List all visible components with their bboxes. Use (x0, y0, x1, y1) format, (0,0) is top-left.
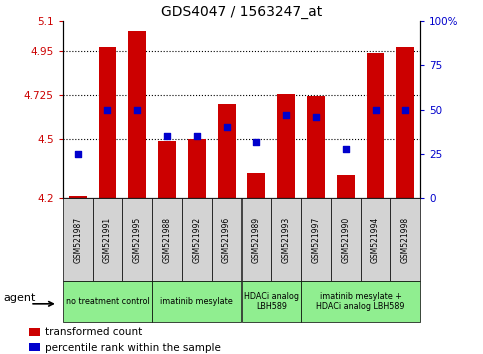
Text: GSM521989: GSM521989 (252, 217, 261, 263)
Bar (307, 96, 325, 198)
Text: imatinib mesylate: imatinib mesylate (160, 297, 233, 306)
Bar (188, 139, 206, 198)
Bar (128, 31, 146, 198)
Bar (390, 198, 420, 281)
Bar (301, 198, 331, 281)
Bar (93, 198, 122, 281)
Point (223, 125, 230, 130)
Bar (361, 198, 390, 281)
Text: HDACi analog
LBH589: HDACi analog LBH589 (244, 292, 299, 312)
Point (163, 133, 171, 139)
Bar (277, 94, 295, 198)
Bar (152, 281, 242, 322)
Legend: transformed count, percentile rank within the sample: transformed count, percentile rank withi… (29, 327, 221, 353)
Bar (271, 198, 301, 281)
Bar (331, 198, 361, 281)
Point (193, 133, 201, 139)
Bar (158, 141, 176, 198)
Bar (152, 198, 182, 281)
Text: GSM521998: GSM521998 (401, 217, 410, 263)
Bar (242, 198, 271, 281)
Point (312, 114, 320, 120)
Bar (337, 175, 355, 198)
Bar (99, 47, 116, 198)
Bar (301, 281, 420, 322)
Point (74, 151, 82, 157)
Point (342, 146, 350, 152)
Point (401, 107, 409, 113)
Bar (122, 198, 152, 281)
Bar (63, 198, 93, 281)
Title: GDS4047 / 1563247_at: GDS4047 / 1563247_at (161, 5, 322, 19)
Text: agent: agent (3, 293, 36, 303)
Text: GSM521994: GSM521994 (371, 217, 380, 263)
Bar (242, 281, 301, 322)
Point (104, 107, 112, 113)
Text: GSM521988: GSM521988 (163, 217, 171, 263)
Bar (182, 198, 212, 281)
Text: GSM521991: GSM521991 (103, 217, 112, 263)
Point (372, 107, 380, 113)
Text: GSM521987: GSM521987 (73, 217, 82, 263)
Text: GSM521997: GSM521997 (312, 217, 320, 263)
Bar (212, 198, 242, 281)
Text: GSM521990: GSM521990 (341, 217, 350, 263)
Text: imatinib mesylate +
HDACi analog LBH589: imatinib mesylate + HDACi analog LBH589 (316, 292, 405, 312)
Bar (397, 47, 414, 198)
Bar (367, 53, 384, 198)
Bar (247, 173, 265, 198)
Text: GSM521993: GSM521993 (282, 217, 291, 263)
Bar (63, 281, 152, 322)
Text: GSM521995: GSM521995 (133, 217, 142, 263)
Point (253, 139, 260, 144)
Bar (69, 196, 86, 198)
Point (133, 107, 141, 113)
Text: GSM521996: GSM521996 (222, 217, 231, 263)
Point (282, 112, 290, 118)
Text: GSM521992: GSM521992 (192, 217, 201, 263)
Bar (218, 104, 236, 198)
Text: no treatment control: no treatment control (66, 297, 149, 306)
